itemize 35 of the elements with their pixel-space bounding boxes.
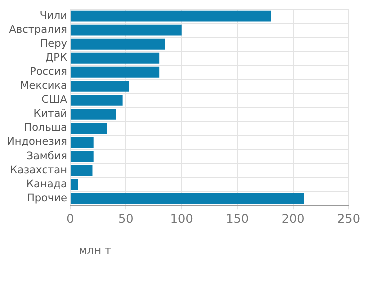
y-tick-label: Казахстан <box>10 164 68 176</box>
bar <box>70 123 108 134</box>
bar <box>70 94 123 106</box>
x-tick-label: 0 <box>66 212 74 226</box>
y-tick-label: ДРК <box>45 52 68 64</box>
bar <box>70 66 160 78</box>
bar <box>70 193 304 204</box>
x-tick-label: 200 <box>282 212 305 226</box>
bar <box>70 38 166 50</box>
y-tick-label: Польша <box>24 122 68 134</box>
bar <box>70 80 130 92</box>
y-tick-label: США <box>42 94 68 106</box>
bar <box>70 10 272 22</box>
y-tick-label: Замбия <box>26 150 68 162</box>
y-tick-label: Россия <box>30 66 68 78</box>
bar <box>70 165 93 176</box>
y-tick-label: Чили <box>40 10 68 22</box>
y-tick-label: Канада <box>26 178 68 190</box>
bar <box>70 108 116 120</box>
y-tick-label: Индонезия <box>7 136 68 148</box>
x-axis-title: млн т <box>79 244 112 257</box>
bar <box>70 52 160 64</box>
bar <box>70 24 182 36</box>
x-tick-label: 100 <box>170 212 194 226</box>
x-tick-label: 50 <box>118 212 134 226</box>
bar <box>70 137 94 148</box>
bar <box>70 179 78 190</box>
x-tick-label: 150 <box>226 212 250 226</box>
y-tick-label: Китай <box>34 108 68 120</box>
x-tick-label: 250 <box>338 212 360 226</box>
y-tick-label: Австралия <box>9 24 68 36</box>
y-tick-label: Перу <box>40 38 68 50</box>
bar <box>70 151 94 162</box>
y-tick-label: Прочие <box>26 192 68 204</box>
y-tick-label: Мексика <box>20 80 68 92</box>
